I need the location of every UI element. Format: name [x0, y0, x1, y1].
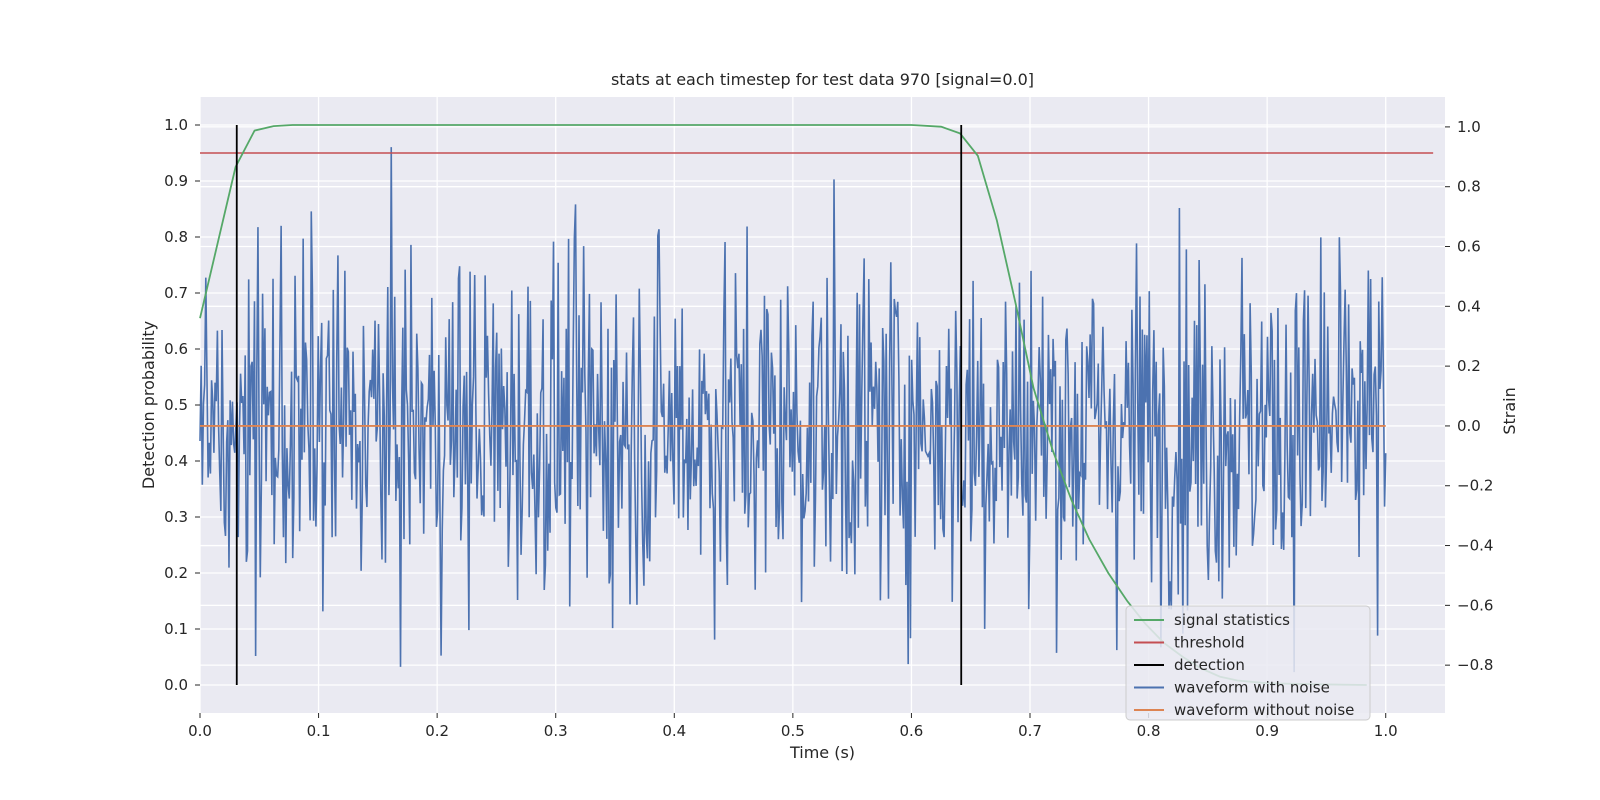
- y-right-tick-label: −0.4: [1457, 537, 1493, 555]
- x-tick-label: 0.8: [1137, 722, 1161, 740]
- y-left-tick-label: 0.5: [164, 396, 188, 414]
- y-right-tick-label: 0.6: [1457, 238, 1481, 256]
- y-right-tick-label: 0.2: [1457, 357, 1481, 375]
- y-left-tick-label: 0.3: [164, 508, 188, 526]
- y-right-tick-label: 0.4: [1457, 297, 1481, 315]
- y-left-tick-label: 0.8: [164, 228, 188, 246]
- y-left-tick-label: 0.0: [164, 676, 188, 694]
- x-tick-label: 0.5: [781, 722, 805, 740]
- y-axis-left-label: Detection probability: [139, 321, 158, 489]
- legend-label: signal statistics: [1174, 611, 1290, 629]
- x-tick-label: 0.7: [1018, 722, 1042, 740]
- legend-label: detection: [1174, 656, 1245, 674]
- x-tick-label: 0.9: [1255, 722, 1279, 740]
- chart-title: stats at each timestep for test data 970…: [611, 70, 1034, 89]
- x-tick-label: 0.2: [425, 722, 449, 740]
- legend-label: threshold: [1174, 634, 1245, 652]
- y-right-tick-label: −0.6: [1457, 596, 1493, 614]
- x-tick-label: 0.1: [307, 722, 331, 740]
- y-left-tick-label: 0.4: [164, 452, 188, 470]
- x-tick-label: 0.4: [662, 722, 686, 740]
- y-left-tick-label: 1.0: [164, 116, 188, 134]
- x-tick-label: 0.6: [899, 722, 923, 740]
- y-left-tick-label: 0.6: [164, 340, 188, 358]
- y-right-tick-label: −0.2: [1457, 477, 1493, 495]
- legend: signal statistics threshold detection wavef…: [1125, 605, 1371, 721]
- y-right-tick-label: 0.8: [1457, 178, 1481, 196]
- y-left-tick-label: 0.1: [164, 620, 188, 638]
- y-left-tick-label: 0.2: [164, 564, 188, 582]
- axes-layer: 0.0 0.1 0.2 0.3 0.4 0.5 0.6 0.7 0.8 0.9 1.0 0.0 0.1 0…: [164, 116, 1493, 740]
- x-tick-label: 1.0: [1374, 722, 1398, 740]
- x-axis-label: Time (s): [789, 743, 855, 762]
- y-left-tick-label: 0.7: [164, 284, 188, 302]
- y-right-tick-label: 1.0: [1457, 118, 1481, 136]
- x-tick-label: 0.3: [544, 722, 568, 740]
- y-axis-right-label: Strain: [1500, 387, 1519, 434]
- y-left-tick-label: 0.9: [164, 172, 188, 190]
- y-right-tick-label: 0.0: [1457, 417, 1481, 435]
- legend-label: waveform without noise: [1174, 701, 1354, 719]
- y-right-tick-label: −0.8: [1457, 656, 1493, 674]
- legend-label: waveform with noise: [1174, 679, 1330, 697]
- series-waveform-with-noise: [199, 147, 1387, 673]
- legend-box: [1125, 605, 1371, 721]
- x-tick-label: 0.0: [188, 722, 212, 740]
